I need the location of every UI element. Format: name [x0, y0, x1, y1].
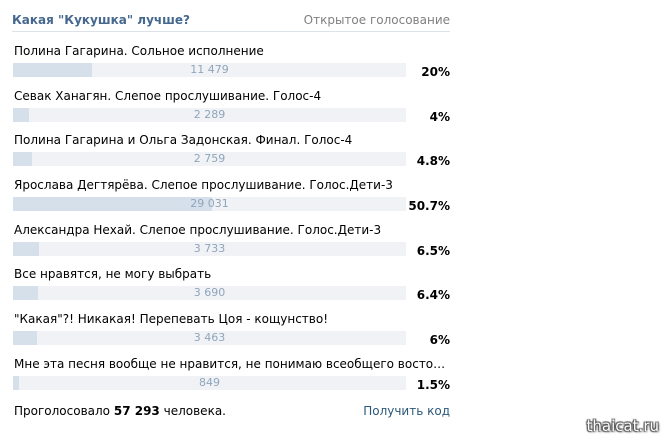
poll-widget: Какая "Кукушка" лучше? Открытое голосова…: [12, 0, 450, 402]
poll-option-text: Александра Нехай. Слепое прослушивание. …: [14, 222, 382, 237]
poll-option-percent: 6.5%: [416, 243, 450, 258]
voted-count: 57 293: [113, 404, 160, 418]
poll-option-bar: 849: [13, 375, 406, 390]
poll-option-bar: 3 690: [13, 286, 406, 301]
poll-option-bar-fill: [13, 331, 37, 346]
voted-prefix: Проголосовало: [14, 404, 111, 418]
poll-option-text: "Какая"?! Никакая! Перепевать Цоя - кощу…: [14, 312, 329, 327]
poll-option-text: Все нравятся, не могу выбрать: [14, 267, 212, 282]
poll-option-percent: 20%: [421, 65, 450, 79]
poll-option-bar: 3 733: [13, 241, 406, 256]
poll-option[interactable]: Ярослава Дегтярёва. Слепое прослушивание…: [12, 178, 450, 223]
poll-title: Какая "Кукушка" лучше?: [12, 13, 190, 27]
poll-option-percent: 4.8%: [416, 154, 450, 169]
poll-option-bar: 29 031: [13, 197, 406, 212]
poll-option-percent: 1.5%: [416, 377, 450, 392]
poll-option-count: 3 463: [193, 331, 226, 345]
poll-option-percent: 6.4%: [416, 288, 450, 303]
poll-option[interactable]: Севак Ханагян. Слепое прослушивание. Гол…: [12, 89, 450, 134]
poll-options: Полина Гагарина. Сольное исполнение 11 47…: [12, 44, 450, 402]
poll-type-label: Открытое голосование: [303, 13, 450, 27]
poll-option-text: Мне эта песня вообще не нравится, не пон…: [14, 356, 450, 371]
poll-option[interactable]: "Какая"?! Никакая! Перепевать Цоя - кощу…: [12, 312, 450, 357]
poll-option-count: 3 733: [193, 241, 226, 255]
poll-option-count: 2 759: [193, 152, 226, 166]
poll-option-bar: 2 759: [13, 152, 406, 167]
poll-option-bar-fill: [13, 63, 92, 77]
poll-option-count: 849: [199, 375, 220, 389]
poll-option-bar-fill: [13, 375, 19, 390]
poll-option-text: Севак Ханагян. Слепое прослушивание. Гол…: [14, 88, 322, 103]
poll-option-bar-fill: [13, 107, 29, 122]
poll-option[interactable]: Полина Гагарина и Ольга Задонская. Финал…: [12, 133, 450, 178]
poll-option-count: 3 690: [193, 286, 226, 300]
poll-header: Какая "Кукушка" лучше? Открытое голосова…: [12, 0, 450, 32]
poll-option[interactable]: Полина Гагарина. Сольное исполнение 11 47…: [12, 44, 450, 89]
poll-option-percent: 4%: [429, 109, 450, 124]
poll-option-count: 11 479: [190, 63, 229, 76]
poll-option-text: Ярослава Дегтярёва. Слепое прослушивание…: [14, 178, 393, 193]
poll-option[interactable]: Мне эта песня вообще не нравится, не пон…: [12, 357, 450, 402]
poll-option[interactable]: Все нравятся, не могу выбрать 3 690 6.4%: [12, 267, 450, 312]
poll-footer: Проголосовало 57 293 человека. Получить …: [12, 404, 450, 420]
poll-option-bar-fill: [13, 286, 39, 301]
poll-option-bar-fill: [13, 197, 213, 212]
site-watermark: thaicat.ru: [586, 417, 659, 435]
voted-suffix: человека.: [163, 404, 226, 418]
poll-option-bar: 3 463: [13, 331, 406, 346]
get-code-link[interactable]: Получить код: [363, 404, 450, 418]
poll-option-count: 2 289: [193, 107, 226, 121]
poll-option-bar: 11 479: [13, 63, 406, 77]
poll-option-bar: 2 289: [13, 107, 406, 122]
poll-option-text: Полина Гагарина. Сольное исполнение: [14, 44, 264, 58]
poll-option-bar-fill: [13, 241, 39, 256]
poll-option-text: Полина Гагарина и Ольга Задонская. Финал…: [14, 133, 353, 148]
poll-option-percent: 50.7%: [408, 199, 450, 214]
poll-option-count: 29 031: [190, 197, 229, 211]
poll-option-bar-fill: [13, 152, 32, 167]
poll-option[interactable]: Александра Нехай. Слепое прослушивание. …: [12, 223, 450, 268]
voted-summary: Проголосовало 57 293 человека.: [14, 404, 226, 418]
poll-option-percent: 6%: [429, 333, 450, 348]
